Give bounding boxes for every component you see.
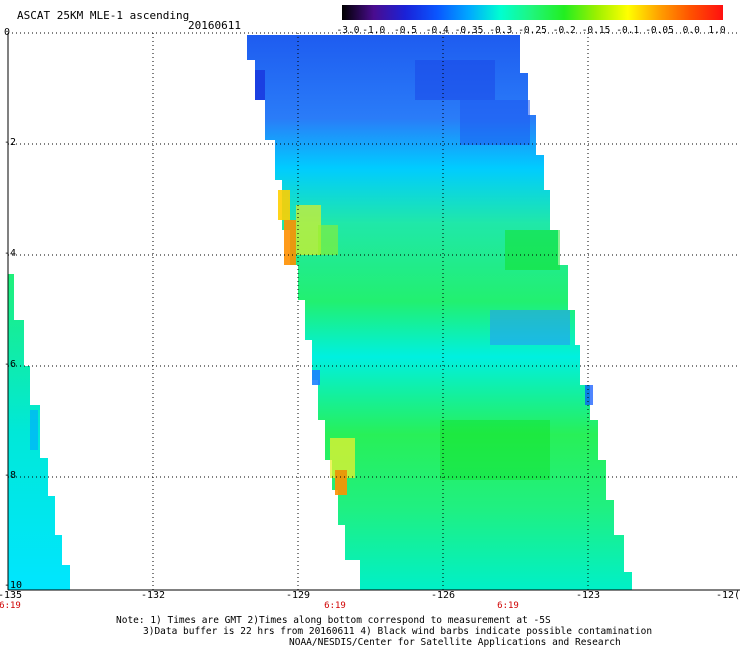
map-title: ASCAT 25KM MLE-1 ascending	[17, 9, 190, 22]
y-tick-5: -10	[4, 580, 23, 591]
y-tick-1: -2	[4, 137, 17, 148]
colorbar-label: -0.2	[552, 25, 576, 36]
colorbar-label: -1.0	[362, 25, 386, 36]
colorbar-label: 1.0	[708, 25, 726, 36]
swath-patches	[30, 60, 593, 495]
time-label-1: 6:19	[324, 601, 346, 611]
time-label-2: 6:19	[497, 601, 519, 611]
colorbar-label: 0.0	[682, 25, 700, 36]
y-tick-2: -4	[4, 248, 17, 259]
west-swath	[8, 274, 70, 590]
colorbar-label: -0.4	[425, 25, 449, 36]
graticule	[8, 32, 740, 590]
x-tick-0: -135	[0, 590, 23, 601]
x-tick-4: -123	[575, 590, 601, 601]
y-tick-4: -8	[4, 470, 17, 481]
colorbar-label: -0.25	[518, 25, 547, 36]
y-tick-0: 0	[4, 27, 11, 38]
note-line-3: NOAA/NESDIS/Center for Satellite Applica…	[289, 637, 621, 648]
map-date: 20160611	[188, 19, 241, 32]
plot-frame	[7, 33, 740, 591]
colorbar-label: -0.05	[645, 25, 674, 36]
x-tick-3: -126	[430, 590, 456, 601]
colorbar-label: -0.15	[581, 25, 611, 36]
time-label-0: 6:19	[0, 601, 21, 611]
y-tick-3: -6	[4, 359, 17, 370]
colorbar-label: -0.35	[454, 25, 484, 36]
colorbar	[342, 5, 723, 20]
x-tick-2: -129	[285, 590, 311, 601]
colorbar-label: -3.0	[336, 25, 360, 36]
main-swath	[247, 35, 632, 590]
colorbar-label: -0.5	[394, 25, 417, 36]
colorbar-label: -0.1	[616, 25, 640, 36]
note-line-2: 3)Data buffer is 22 hrs from 20160611 4)…	[143, 626, 653, 637]
note-line-1: Note: 1) Times are GMT 2)Times along bot…	[116, 615, 551, 626]
colorbar-label: -0.3	[489, 25, 513, 36]
x-tick-1: -132	[140, 590, 166, 601]
x-tick-5: -12(	[715, 590, 740, 601]
